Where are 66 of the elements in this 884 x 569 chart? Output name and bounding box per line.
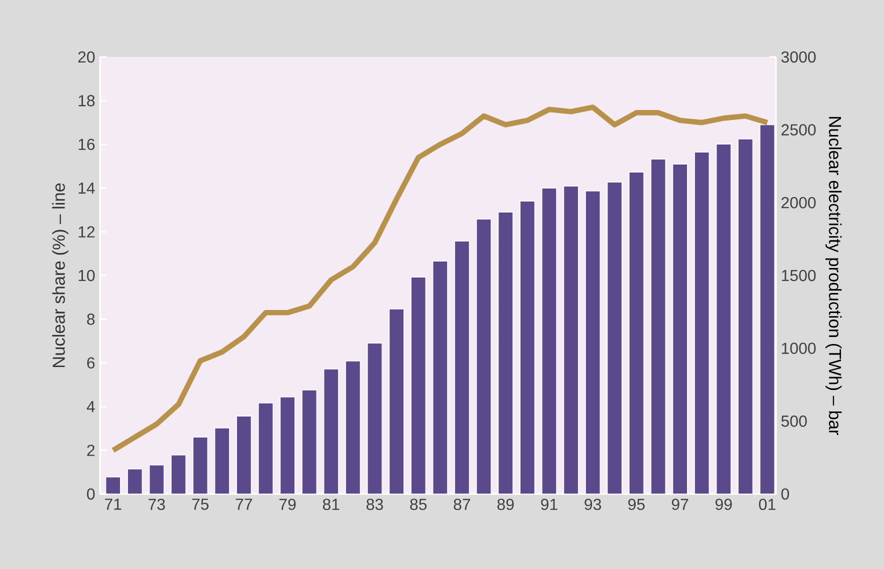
y2-tick-label: 2000 [782,197,816,208]
bar [498,212,514,494]
x-tick-label: 97 [672,498,688,510]
bar [520,200,536,494]
bar [214,428,230,494]
bar [170,454,186,494]
y2-tick-label: 1000 [782,342,816,354]
x-tick-label: 81 [322,498,340,510]
bar [606,182,622,494]
bar [716,144,732,494]
x-tick-label: 83 [366,498,383,510]
bar [192,436,208,494]
bar [694,152,710,494]
bar [258,402,274,494]
bar [432,260,448,494]
y2-tick-label: 1500 [782,270,816,282]
y2-tick-label: 3000 [781,51,816,63]
bar [650,158,666,494]
x-tick-label: 91 [541,498,558,510]
y2-tick-label: 500 [781,416,807,427]
y-axis-title: Nuclear share (%) – line [52,183,68,368]
bar [738,138,754,494]
x-tick-label: 87 [454,498,470,510]
bar [302,390,318,494]
y-tick-label: 12 [78,226,94,238]
y-tick-label: 4 [86,401,95,412]
bar [323,368,339,494]
y-tick-label: 6 [87,357,95,369]
x-tick-label: 73 [148,498,165,510]
bar [476,218,492,494]
y-tick-label: 14 [78,182,95,194]
bar [410,276,426,494]
bar [236,416,252,494]
x-tick-label: 01 [759,498,776,510]
x-tick-label: 77 [236,498,252,510]
x-tick-label: 99 [716,498,732,510]
bar [127,468,143,494]
y-tick-label: 2 [87,444,94,456]
y2-tick-label: 2500 [782,124,816,136]
bar [760,124,776,494]
bar [454,240,470,494]
bar [585,190,601,494]
bar [367,342,382,494]
bar [628,172,644,494]
bar [388,308,404,494]
bar [105,476,121,494]
x-tick-label: 95 [628,498,645,510]
y2-axis-title: Nuclear electricity production (TWh) – bar [825,117,842,436]
y-tick-label: 8 [87,314,95,325]
y-tick-label: 16 [78,138,95,150]
bar [280,396,296,494]
bar [541,188,557,494]
x-tick-label: 85 [410,498,427,510]
y-tick-label: 18 [78,95,95,106]
bar [672,164,688,494]
x-tick-label: 71 [105,498,122,510]
bar [345,360,361,494]
x-tick-label: 75 [192,498,209,510]
bar [563,186,579,494]
y-tick-label: 20 [78,51,95,63]
x-tick-label: 89 [497,498,514,510]
x-tick-label: 93 [584,498,602,510]
x-tick-label: 79 [279,498,296,510]
y-tick-label: 0 [87,488,95,500]
y2-tick-label: 0 [781,488,789,500]
y-tick-label: 10 [78,270,95,282]
